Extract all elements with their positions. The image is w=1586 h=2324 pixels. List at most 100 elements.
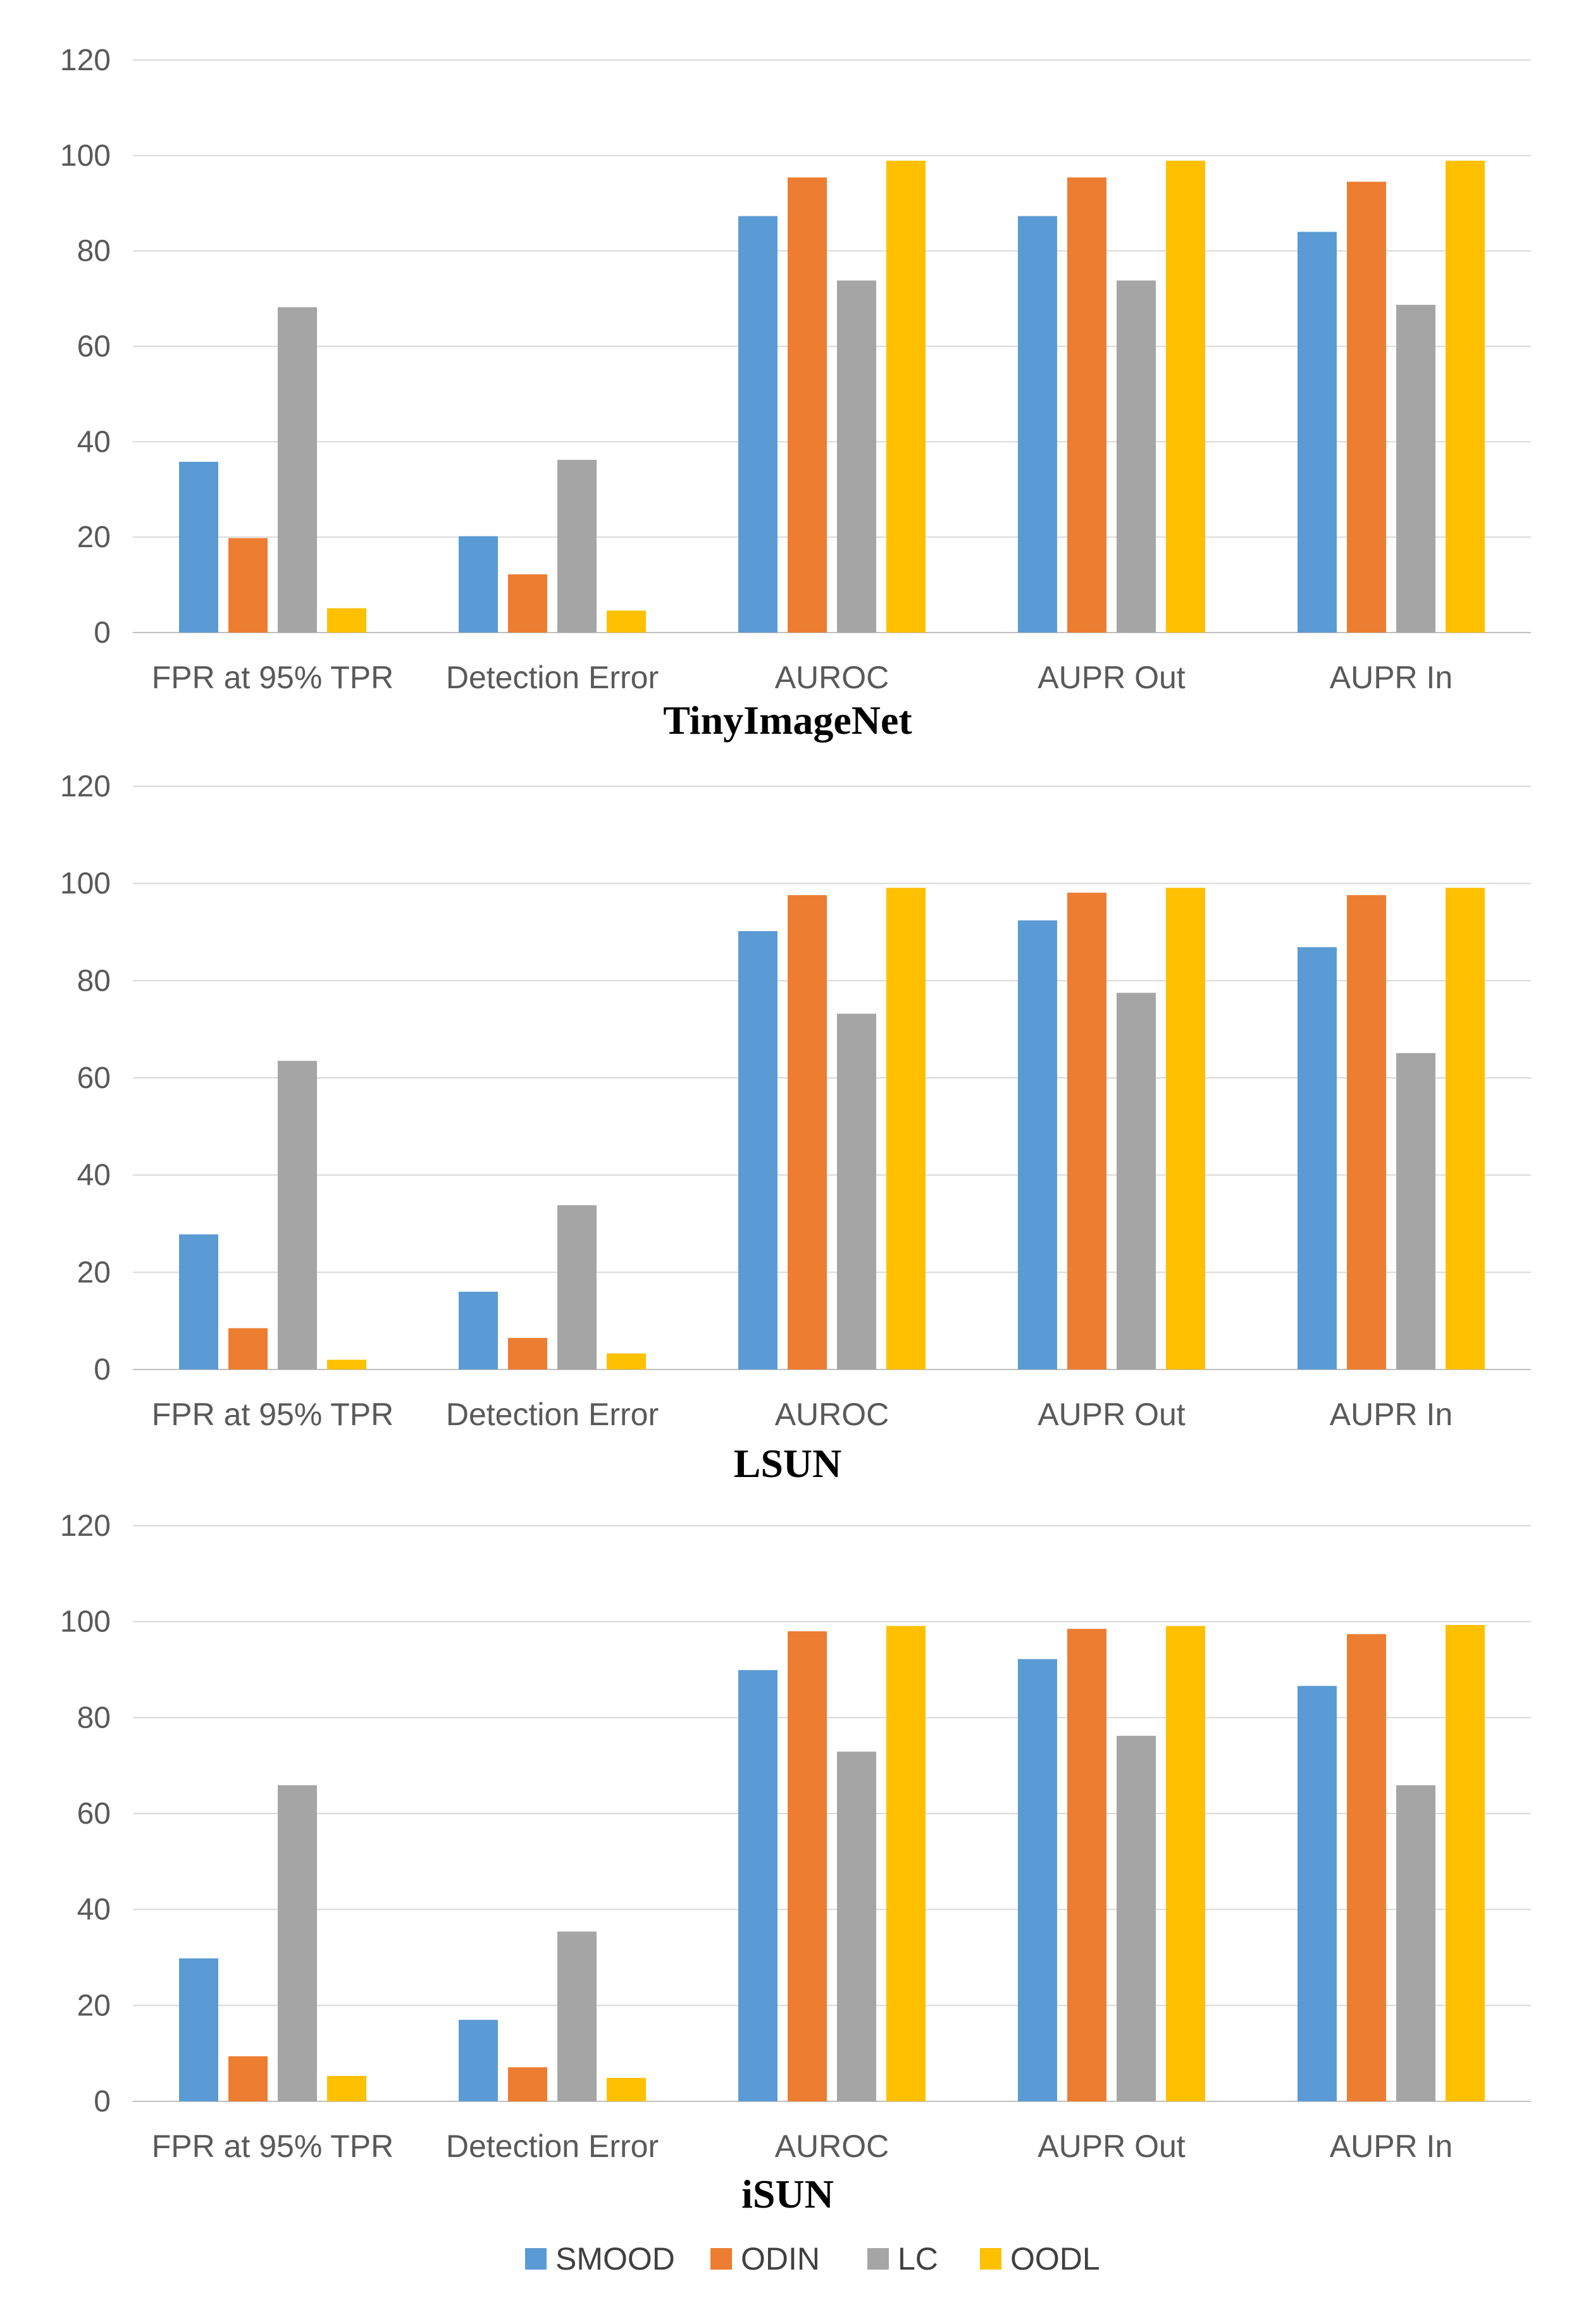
- x-category-label: AUPR In: [1330, 2129, 1453, 2164]
- bar-smood-auroc: SMOOD – AUROC: 90.2: [738, 930, 778, 1369]
- legend-swatch-smood: [525, 2248, 547, 2270]
- x-category-label: Detection Error: [446, 2129, 659, 2164]
- bar-oodl-auroc: OODL – AUROC: 99.1: [886, 1626, 926, 2101]
- legend-label-lc: LC: [898, 2241, 938, 2277]
- bar-odin-auroc: ODIN – AUROC: 95.4: [788, 177, 827, 633]
- bar-oodl-aupr-in: OODL – AUPR In: 99.3: [1446, 1624, 1485, 2101]
- bar-smood-detection-error: SMOOD – Detection Error: 17: [459, 2020, 498, 2101]
- x-category-label: AUPR In: [1330, 1397, 1453, 1432]
- bar-lc-aupr-out: LC – AUPR Out: 77.5: [1117, 992, 1156, 1369]
- bar-odin-fpr-at-95-tpr: ODIN – FPR at 95% TPR: 8.5: [228, 1328, 268, 1369]
- bar-odin-fpr-at-95-tpr: ODIN – FPR at 95% TPR: 9.4: [228, 2056, 268, 2101]
- x-category-label: FPR at 95% TPR: [152, 1397, 394, 1432]
- bar-lc-aupr-in: LC – AUPR In: 65.9: [1396, 1785, 1435, 2101]
- bar-smood-aupr-in: SMOOD – AUPR In: 84: [1298, 232, 1337, 633]
- y-tick-label: 100: [60, 1605, 111, 1639]
- bar-oodl-aupr-in: OODL – AUPR In: 99.1: [1446, 887, 1485, 1369]
- bar-lc-aupr-in: LC – AUPR In: 68.7: [1396, 304, 1435, 633]
- y-tick-label: 120: [60, 44, 111, 77]
- bar-lc-detection-error: LC – Detection Error: 35.4: [557, 1931, 597, 2101]
- legend-swatch-lc: [867, 2248, 889, 2270]
- y-tick-label: 60: [77, 1061, 111, 1095]
- bar-lc-aupr-out: LC – AUPR Out: 76.2: [1117, 1736, 1156, 2101]
- bar-smood-fpr-at-95-tpr: SMOOD – FPR at 95% TPR: 35.8: [179, 462, 218, 633]
- x-category-label: AUPR Out: [1038, 1397, 1186, 1432]
- bar-lc-detection-error: LC – Detection Error: 36.2: [557, 459, 597, 633]
- panel-title: iSUN: [741, 2172, 834, 2216]
- y-tick-label: 100: [60, 139, 111, 173]
- bar-lc-fpr-at-95-tpr: LC – FPR at 95% TPR: 63.5: [278, 1061, 317, 1369]
- bar-oodl-fpr-at-95-tpr: OODL – FPR at 95% TPR: 5.3: [327, 2075, 366, 2101]
- y-tick-label: 40: [77, 425, 111, 459]
- bar-smood-fpr-at-95-tpr: SMOOD – FPR at 95% TPR: 27.8: [179, 1234, 218, 1369]
- panel-title: TinyImageNet: [663, 698, 912, 743]
- bar-lc-aupr-in: LC – AUPR In: 65.1: [1396, 1053, 1435, 1369]
- y-tick-label: 20: [77, 1256, 111, 1289]
- bar-smood-aupr-in: SMOOD – AUPR In: 86.9: [1298, 947, 1337, 1369]
- bar-oodl-auroc: OODL – AUROC: 99.1: [886, 887, 926, 1369]
- bar-oodl-aupr-out: OODL – AUPR Out: 99.1: [1166, 887, 1205, 1369]
- bar-odin-auroc: ODIN – AUROC: 98: [788, 1631, 827, 2101]
- bar-smood-aupr-out: SMOOD – AUPR Out: 92.2: [1018, 1659, 1057, 2101]
- y-tick-label: 100: [60, 867, 111, 901]
- y-tick-label: 0: [94, 2085, 111, 2118]
- bar-smood-fpr-at-95-tpr: SMOOD – FPR at 95% TPR: 29.8: [179, 1958, 218, 2101]
- bar-oodl-fpr-at-95-tpr: OODL – FPR at 95% TPR: 2: [327, 1359, 366, 1369]
- x-category-label: AUROC: [775, 2129, 889, 2164]
- bar-oodl-aupr-out: OODL – AUPR Out: 99.1: [1166, 1626, 1205, 2101]
- y-tick-label: 80: [77, 964, 111, 998]
- x-category-label: FPR at 95% TPR: [152, 2129, 394, 2164]
- y-tick-label: 20: [77, 1989, 111, 2022]
- bar-oodl-detection-error: OODL – Detection Error: 4.6: [607, 610, 646, 633]
- legend-label-oodl: OODL: [1010, 2241, 1100, 2277]
- bar-odin-aupr-out: ODIN – AUPR Out: 95.4: [1067, 177, 1106, 633]
- y-tick-label: 60: [77, 1797, 111, 1831]
- bar-odin-aupr-out: ODIN – AUPR Out: 98.5: [1067, 1629, 1106, 2101]
- bar-lc-detection-error: LC – Detection Error: 33.8: [557, 1205, 597, 1369]
- bar-oodl-auroc: OODL – AUROC: 98.9: [886, 161, 926, 633]
- bar-odin-aupr-in: ODIN – AUPR In: 97.4: [1347, 1634, 1386, 2101]
- x-category-label: AUPR In: [1330, 660, 1453, 695]
- bar-smood-detection-error: SMOOD – Detection Error: 16: [459, 1292, 498, 1369]
- legend-label-smood: SMOOD: [555, 2241, 675, 2277]
- bar-smood-aupr-in: SMOOD – AUPR In: 86.6: [1298, 1686, 1337, 2101]
- y-tick-label: 60: [77, 330, 111, 364]
- bar-odin-fpr-at-95-tpr: ODIN – FPR at 95% TPR: 19.8: [228, 538, 268, 633]
- bar-lc-auroc: LC – AUROC: 72.9: [837, 1752, 876, 2101]
- bar-lc-auroc: LC – AUROC: 73.2: [837, 1013, 876, 1369]
- bar-odin-detection-error: ODIN – Detection Error: 7.1: [508, 2067, 547, 2101]
- bar-smood-detection-error: SMOOD – Detection Error: 20.2: [459, 536, 498, 633]
- legend-swatch-odin: [710, 2248, 732, 2270]
- y-tick-label: 40: [77, 1893, 111, 1927]
- bar-smood-auroc: SMOOD – AUROC: 89.9: [738, 1670, 778, 2101]
- bar-oodl-aupr-in: OODL – AUPR In: 98.9: [1446, 161, 1485, 633]
- bar-odin-aupr-in: ODIN – AUPR In: 94.5: [1347, 182, 1386, 633]
- chart-panel-isun: 0 20 40 60 80 100 120 SMOOD – FPR at 95% TPR: 2…: [60, 1509, 1531, 2216]
- legend: SMOOD ODIN LC OODL: [525, 2241, 1100, 2277]
- x-category-label: AUROC: [775, 1397, 889, 1432]
- y-tick-label: 120: [60, 1509, 111, 1543]
- y-tick-label: 80: [77, 235, 111, 268]
- x-category-label: AUPR Out: [1038, 2129, 1186, 2164]
- bar-lc-fpr-at-95-tpr: LC – FPR at 95% TPR: 65.9: [278, 1785, 317, 2101]
- y-tick-label: 120: [60, 770, 111, 803]
- bar-oodl-detection-error: OODL – Detection Error: 3.3: [607, 1353, 646, 1369]
- chart-panel-lsun: 0 20 40 60 80 100 120 SMOOD – FPR at 95% TPR: 2…: [60, 770, 1531, 1486]
- bar-oodl-detection-error: OODL – Detection Error: 4.9: [607, 2077, 646, 2101]
- chart-panel-tinyimagenet: 0 20 40 60 80 100 120 SMOOD – FPR at 95% TPR: 3…: [60, 44, 1531, 743]
- bar-odin-auroc: ODIN – AUROC: 97.6: [788, 895, 827, 1369]
- y-tick-label: 80: [77, 1701, 111, 1734]
- bar-lc-aupr-out: LC – AUPR Out: 73.8: [1117, 280, 1156, 633]
- bar-lc-fpr-at-95-tpr: LC – FPR at 95% TPR: 68.2: [278, 307, 317, 633]
- legend-label-odin: ODIN: [741, 2241, 820, 2277]
- y-tick-label: 0: [94, 1353, 111, 1387]
- bar-smood-aupr-out: SMOOD – AUPR Out: 87.3: [1018, 216, 1057, 633]
- y-tick-label: 20: [77, 521, 111, 554]
- x-category-label: AUPR Out: [1038, 660, 1186, 695]
- y-tick-label: 0: [94, 616, 111, 650]
- x-category-label: Detection Error: [446, 1397, 659, 1432]
- bar-lc-auroc: LC – AUROC: 73.8: [837, 280, 876, 633]
- bar-odin-aupr-out: ODIN – AUPR Out: 98.1: [1067, 893, 1106, 1369]
- panel-title: LSUN: [734, 1441, 842, 1486]
